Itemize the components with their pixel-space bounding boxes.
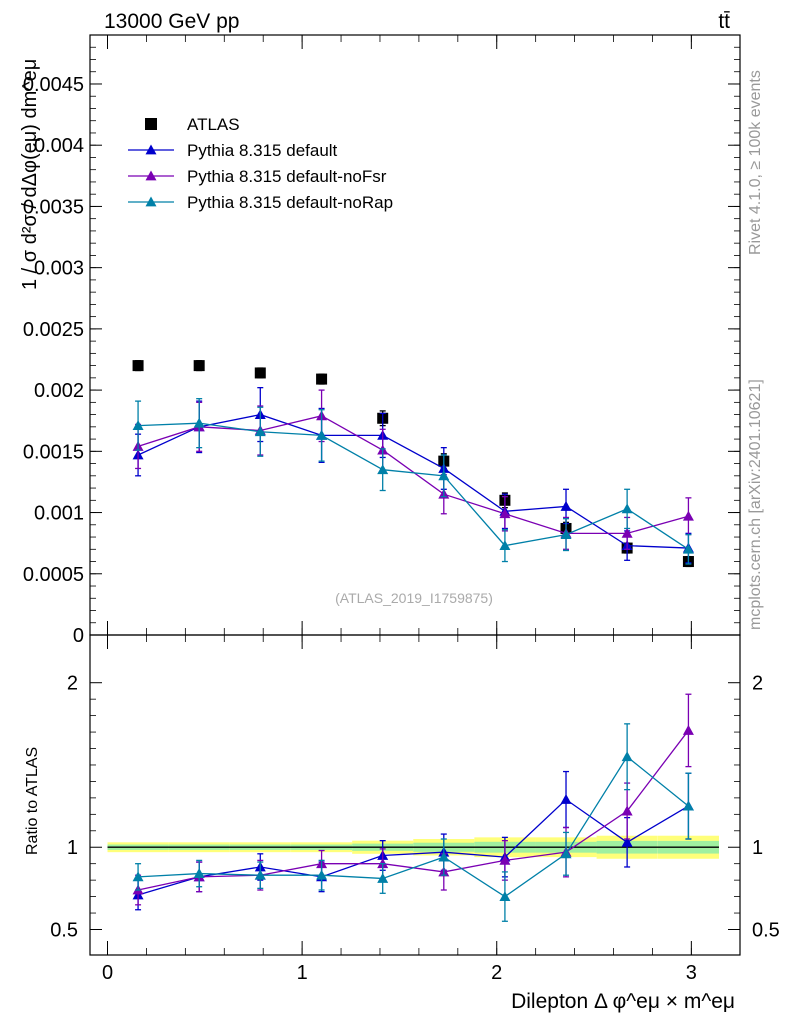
legend-item-noFsr: Pythia 8.315 default-noFsr <box>128 167 387 186</box>
ratio-ytick-label-left: 0.5 <box>50 919 78 941</box>
main-series-group <box>132 360 694 568</box>
main-y-axis-label: 1 / σ d²σ / dΔφ(eμ) dm^eμ <box>19 59 41 290</box>
default-line <box>137 413 689 549</box>
legend-item-noRap: Pythia 8.315 default-noRap <box>128 193 393 212</box>
series-atlas <box>132 360 694 568</box>
main-panel: 0 0.0005 0.001 0.0015 0.002 0.0025 0.003 0.0035… <box>19 34 741 647</box>
ratio-axis-ticks: 0.5 0.5 1 1 2 2 0 1 2 3 <box>50 635 780 984</box>
ratio-ytick-label-right: 1 <box>752 837 763 859</box>
ratio-noRap-marker <box>438 851 450 862</box>
ratio-y-axis-label: Ratio to ATLAS <box>24 747 41 855</box>
rivet-label: Rivet 4.1.0, ≥ 100k events <box>747 70 764 255</box>
series-noRap <box>132 398 694 565</box>
ratio-frame <box>89 634 741 956</box>
ratio-ytick-label-left: 2 <box>67 673 78 695</box>
series-default <box>132 387 694 564</box>
ratio-default-marker <box>621 836 633 847</box>
ratio-noRap-marker <box>316 869 328 880</box>
noRap-marker <box>132 420 144 431</box>
legend-item-atlas: ATLAS <box>145 115 240 134</box>
noRap-marker <box>377 464 389 475</box>
ratio-noRap-marker <box>560 848 572 859</box>
ratio-xtick-label: 2 <box>491 962 502 984</box>
ratio-noFsr-marker <box>682 724 694 735</box>
ratio-noRap-line <box>138 755 689 898</box>
ratio-series-group <box>132 693 694 922</box>
ratio-noRap-marker <box>193 868 205 878</box>
legend-label-default: Pythia 8.315 default <box>187 141 338 160</box>
noFsr-line <box>137 415 689 535</box>
process-label: tt̄ <box>718 10 730 33</box>
series-noFsr <box>132 389 694 550</box>
ratio-series-noFsr <box>132 693 694 906</box>
noRap-marker <box>254 426 266 437</box>
legend-label-atlas: ATLAS <box>187 115 240 134</box>
ratio-noFsr-marker <box>499 854 511 865</box>
noRap-line <box>138 422 689 550</box>
ratio-xtick-label: 0 <box>102 962 113 984</box>
ratio-noRap-marker <box>377 872 389 883</box>
ratio-default-marker <box>560 794 572 804</box>
atlas-marker <box>316 373 328 385</box>
main-ytick-label: 0.0045 <box>23 74 84 96</box>
main-ytick-label: 0.004 <box>34 135 84 157</box>
main-ytick-label: 0.0035 <box>23 196 84 218</box>
ratio-xtick-label: 3 <box>686 962 697 984</box>
noRap-marker <box>438 470 450 481</box>
ratio-xtick-label: 1 <box>297 962 308 984</box>
atlas-marker <box>132 360 144 372</box>
main-ytick-label: 0.002 <box>34 380 84 402</box>
ratio-ytick-label-right: 0.5 <box>752 919 780 941</box>
main-ytick-label: 0.0025 <box>23 319 84 341</box>
ratio-noRap-marker <box>682 800 694 811</box>
analysis-label: (ATLAS_2019_I1759875) <box>335 590 493 606</box>
legend-marker-atlas <box>145 118 157 130</box>
ratio-noFsr-line <box>137 730 689 891</box>
legend-item-default: Pythia 8.315 default <box>128 141 338 160</box>
noRap-marker <box>499 540 511 551</box>
main-ytick-label: 0.001 <box>34 503 84 525</box>
noFsr-marker <box>621 527 633 538</box>
legend-marker-noRap <box>145 196 157 207</box>
energy-label: 13000 GeV pp <box>104 10 239 33</box>
legend-label-noRap: Pythia 8.315 default-noRap <box>187 193 393 212</box>
ratio-noRap-marker <box>499 891 511 901</box>
noFsr-marker <box>499 508 511 519</box>
ratio-noRap-marker <box>254 869 266 880</box>
ratio-default-line <box>137 798 689 896</box>
legend-label-noFsr: Pythia 8.315 default-noFsr <box>187 167 387 186</box>
noRap-marker <box>560 529 572 539</box>
main-axis-ticks: 0 0.0005 0.001 0.0015 0.002 0.0025 0.003 0.0035… <box>23 35 740 647</box>
ratio-ytick-label-right: 2 <box>752 673 763 695</box>
noRap-marker <box>621 503 633 514</box>
default-marker <box>560 500 572 511</box>
ratio-series-noRap <box>132 723 694 922</box>
noRap-marker <box>316 429 328 440</box>
noRap-marker <box>193 417 205 428</box>
main-ytick-label: 0 <box>73 625 84 647</box>
ratio-noFsr-marker <box>621 805 633 816</box>
noFsr-marker <box>682 510 694 521</box>
ratio-panel: 0.5 0.5 1 1 2 2 0 1 2 3 Ratio to ATLAS Dilepton Δ… <box>24 634 780 1013</box>
mcplots-label: mcplots.cern.ch [arXiv:2401.10621] <box>747 379 764 630</box>
legend: ATLAS Pythia 8.315 default Pythia 8.315 de… <box>128 115 393 212</box>
atlas-marker <box>254 367 266 379</box>
x-axis-label: Dilepton Δ φ^eμ × m^eμ <box>511 990 735 1013</box>
main-ytick-label: 0.0005 <box>23 564 84 586</box>
ratio-noRap-marker <box>621 751 633 762</box>
noRap-marker <box>682 543 694 554</box>
ratio-ytick-label-left: 1 <box>67 837 78 859</box>
main-ytick-label: 0.003 <box>34 258 84 280</box>
main-ytick-label: 0.0015 <box>23 441 84 463</box>
atlas-marker <box>193 360 205 372</box>
ratio-noRap-marker <box>132 871 144 882</box>
legend-marker-noFsr <box>145 170 157 181</box>
legend-marker-default <box>145 144 157 155</box>
